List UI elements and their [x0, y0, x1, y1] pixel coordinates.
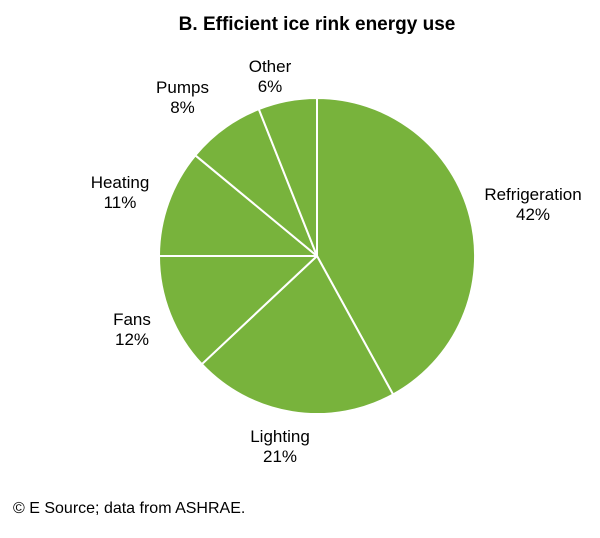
slice-heating	[158, 154, 318, 257]
slice-other	[257, 97, 318, 257]
label-pumps: Pumps 8%	[145, 78, 220, 118]
label-value: 42%	[515, 205, 551, 224]
label-fans: Fans 12%	[97, 310, 167, 350]
source-credit: © E Source; data from ASHRAE.	[13, 500, 246, 517]
label-value: 11%	[103, 193, 137, 212]
label-name: Fans	[113, 310, 151, 329]
slice-lighting	[200, 255, 395, 415]
label-name: Lighting	[250, 427, 310, 446]
slice-refrigeration	[316, 97, 477, 396]
slice-fans	[157, 255, 318, 366]
label-value: 21%	[262, 447, 298, 466]
chart-title: B. Efficient ice rink energy use	[178, 14, 456, 35]
label-lighting: Lighting 21%	[230, 427, 330, 467]
label-value: 8%	[170, 98, 195, 117]
label-name: Pumps	[156, 78, 209, 97]
label-value: 6%	[257, 77, 283, 96]
label-name: Refrigeration	[484, 185, 582, 204]
label-other: Other 6%	[235, 57, 305, 97]
label-value: 12%	[114, 330, 150, 349]
label-name: Other	[248, 57, 292, 76]
label-refrigeration: Refrigeration 42%	[478, 185, 588, 225]
label-heating: Heating 11%	[80, 173, 160, 213]
label-name: Heating	[90, 173, 150, 192]
